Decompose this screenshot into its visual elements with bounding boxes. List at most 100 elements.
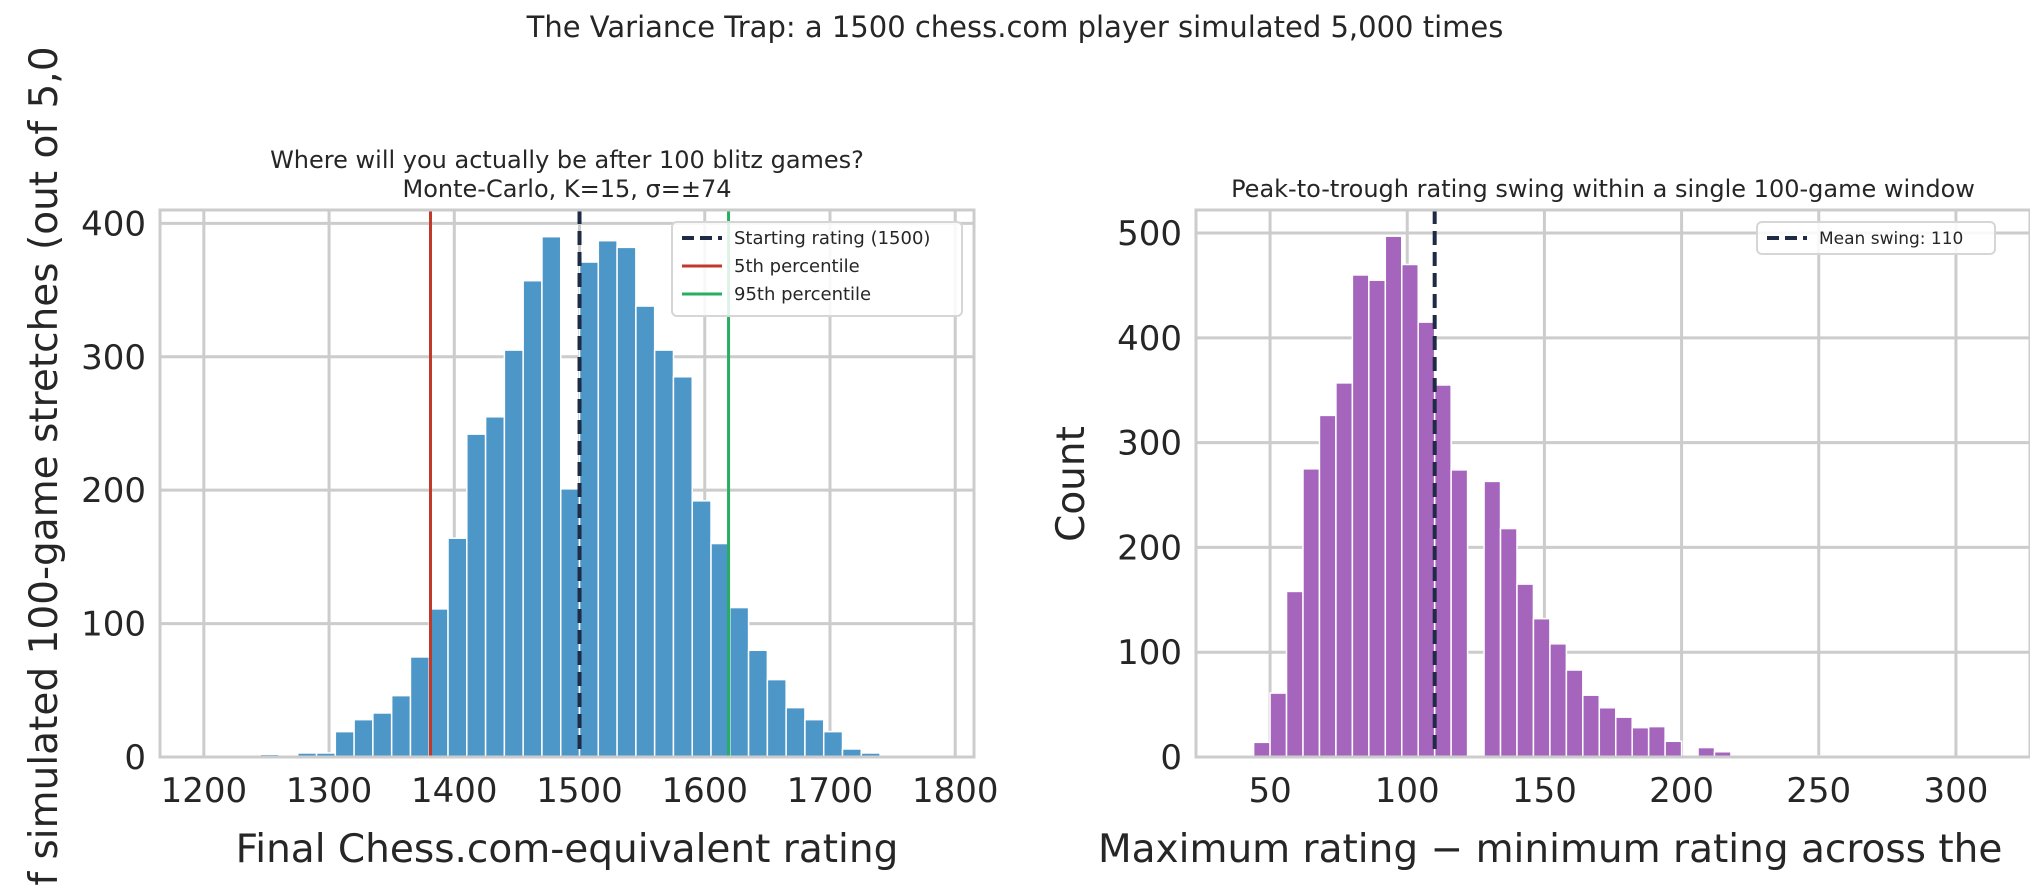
y-axis-label: of simulated 100-game stretches (out of … bbox=[22, 46, 67, 887]
x-tick-label: 150 bbox=[1512, 771, 1577, 811]
x-tick-label: 50 bbox=[1248, 771, 1291, 811]
histogram-bar bbox=[1302, 468, 1321, 758]
histogram-bar bbox=[1647, 725, 1666, 758]
x-tick-label: 1700 bbox=[787, 771, 874, 811]
x-tick-label: 200 bbox=[1649, 771, 1714, 811]
histogram-bar bbox=[1269, 692, 1288, 758]
x-tick-label: 1600 bbox=[661, 771, 748, 811]
histogram-bar bbox=[1598, 706, 1617, 758]
histogram-bar bbox=[729, 606, 750, 758]
histogram-bar bbox=[409, 656, 430, 758]
histogram-bar bbox=[1433, 384, 1452, 758]
histogram-bar bbox=[1450, 469, 1469, 758]
histogram-bar bbox=[1614, 716, 1633, 758]
histogram-bar bbox=[785, 706, 806, 758]
histogram-bar bbox=[466, 433, 487, 758]
x-tick-label: 100 bbox=[1375, 771, 1440, 811]
y-tick-label: 200 bbox=[1117, 528, 1182, 568]
y-tick-label: 500 bbox=[1117, 214, 1182, 254]
y-axis-label: Count bbox=[1049, 426, 1094, 542]
x-tick-label: 1800 bbox=[912, 771, 999, 811]
histogram-bar bbox=[616, 246, 637, 758]
histogram-bar bbox=[447, 537, 468, 758]
histogram-bar bbox=[1318, 414, 1337, 758]
histogram-bar bbox=[691, 500, 712, 758]
histogram-rating-swing: 50 100 150 200 250 300 0 100 200 300 400 500 Peak-t… bbox=[1049, 175, 2030, 872]
histogram-bar bbox=[653, 349, 675, 758]
histogram-bar bbox=[1664, 740, 1683, 758]
x-tick-label: 1300 bbox=[286, 771, 373, 811]
histogram-bar bbox=[1252, 741, 1271, 758]
plot-frame bbox=[1194, 208, 2030, 759]
histogram-bar bbox=[522, 279, 543, 758]
tick-labels: 50 100 150 200 250 300 0 100 200 300 400 500 bbox=[1117, 214, 1988, 811]
legend: Mean swing: 110 bbox=[1756, 221, 1996, 255]
histogram-bar bbox=[635, 305, 656, 758]
x-tick-label: 300 bbox=[1923, 771, 1988, 811]
histogram-bar bbox=[1549, 643, 1568, 758]
legend-box bbox=[671, 221, 963, 317]
histogram-bar bbox=[428, 608, 449, 758]
histogram-bar bbox=[1483, 480, 1502, 758]
histogram-bar bbox=[1401, 263, 1419, 758]
histogram-bar bbox=[672, 376, 693, 758]
plot-frame bbox=[158, 208, 976, 759]
histogram-bar bbox=[1565, 669, 1584, 758]
x-tick-label: 1400 bbox=[411, 771, 498, 811]
histogram-bar bbox=[541, 235, 562, 758]
histogram-bar bbox=[484, 416, 506, 758]
histogram-bar bbox=[1631, 726, 1650, 758]
histogram-bar bbox=[1499, 527, 1518, 758]
chart-title-line-1: Peak-to-trough rating swing within a sin… bbox=[1231, 175, 1975, 203]
x-tick-label: 1200 bbox=[161, 771, 248, 811]
histogram-bar bbox=[503, 349, 524, 758]
histogram-bar bbox=[578, 261, 600, 758]
figure-suptitle: The Variance Trap: a 1500 chess.com play… bbox=[526, 10, 1504, 44]
x-axis-label: Maximum rating − minimum rating across t… bbox=[1098, 827, 2002, 872]
x-tick-label: 1500 bbox=[536, 771, 623, 811]
histogram-bar bbox=[1582, 694, 1601, 758]
y-tick-label: 200 bbox=[81, 471, 146, 511]
histogram-bar bbox=[1516, 583, 1535, 758]
histogram-bar bbox=[1285, 590, 1304, 758]
legend-entry-label: Mean swing: 110 bbox=[1819, 229, 1963, 249]
histogram-bar bbox=[1335, 382, 1354, 758]
y-tick-label: 300 bbox=[1117, 424, 1182, 464]
histogram-bar bbox=[1368, 279, 1387, 758]
legend-entry-label: 95th percentile bbox=[734, 284, 871, 305]
y-tick-label: 0 bbox=[1160, 738, 1182, 778]
histogram-bar bbox=[559, 488, 581, 758]
tick-labels: 1200 1300 1400 1500 1600 1700 1800 0 100 200 300 40… bbox=[81, 204, 998, 811]
histogram-bar bbox=[390, 694, 412, 758]
legend-entry-label: Starting rating (1500) bbox=[734, 228, 930, 249]
y-tick-label: 100 bbox=[81, 605, 146, 645]
legend: Starting rating (1500) 5th percentile 95th… bbox=[671, 221, 963, 317]
x-tick-label: 250 bbox=[1786, 771, 1851, 811]
histogram-bar bbox=[334, 730, 355, 758]
histogram-bar bbox=[597, 239, 618, 758]
y-tick-label: 300 bbox=[81, 338, 146, 378]
chart-title-line-1: Where will you actually be after 100 bli… bbox=[270, 146, 864, 174]
histogram-bar bbox=[804, 718, 825, 758]
histogram-bar bbox=[822, 730, 844, 758]
y-tick-label: 0 bbox=[124, 738, 146, 778]
histogram-bar bbox=[766, 678, 787, 758]
histogram-bar bbox=[1532, 617, 1551, 758]
histogram-bar bbox=[1351, 274, 1370, 758]
y-tick-label: 400 bbox=[81, 204, 146, 244]
x-axis-label: Final Chess.com-equivalent rating bbox=[236, 827, 899, 872]
y-tick-label: 400 bbox=[1117, 319, 1182, 359]
histogram-bar bbox=[1417, 321, 1436, 758]
histogram-bars bbox=[1252, 235, 1831, 758]
histogram-bar bbox=[747, 649, 769, 758]
histogram-bars bbox=[259, 235, 881, 758]
histogram-bar bbox=[710, 542, 731, 758]
histogram-final-rating: 1200 1300 1400 1500 1600 1700 1800 0 100 200 300 40… bbox=[22, 46, 998, 887]
histogram-bar bbox=[372, 712, 393, 758]
legend-box bbox=[1756, 221, 1996, 255]
chart-title-line-2: Monte-Carlo, K=15, σ=±74 bbox=[403, 175, 732, 203]
histogram-bar bbox=[1384, 235, 1403, 758]
histogram-bar bbox=[353, 718, 374, 758]
legend-entry-label: 5th percentile bbox=[734, 256, 860, 277]
